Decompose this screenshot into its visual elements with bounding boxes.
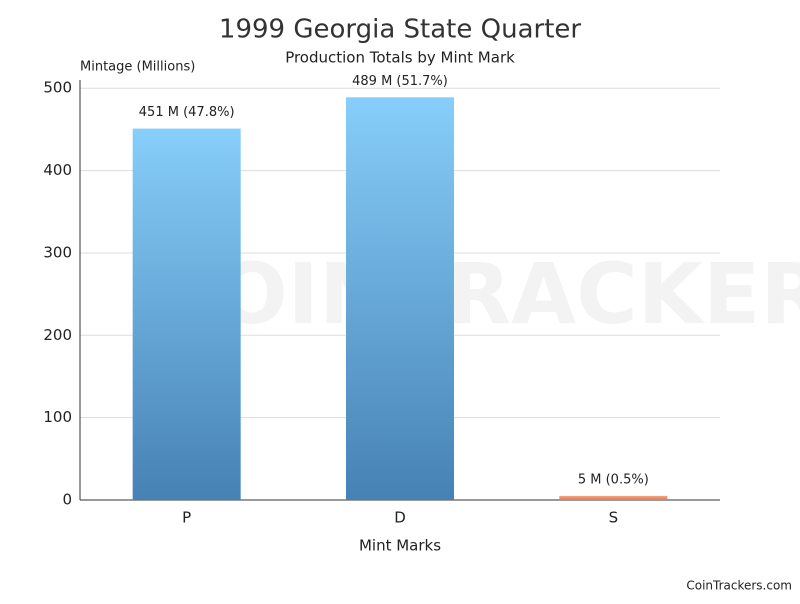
bar	[346, 97, 454, 500]
bar	[559, 496, 667, 500]
y-tick-label: 400	[43, 161, 72, 179]
bar	[133, 129, 241, 500]
x-axis-label: Mint Marks	[359, 537, 441, 555]
value-label: 489 M (51.7%)	[352, 74, 448, 89]
credit: CoinTrackers.com	[686, 579, 792, 593]
x-tick-label: S	[609, 509, 619, 527]
y-tick-label: 200	[43, 326, 72, 344]
y-tick-label: 100	[43, 408, 72, 426]
y-axis-label: Mintage (Millions)	[80, 60, 195, 75]
watermark: COINTRACKERS	[155, 245, 800, 343]
value-label: 451 M (47.8%)	[139, 105, 235, 120]
value-label: 5 M (0.5%)	[578, 472, 649, 487]
x-tick-label: D	[394, 509, 406, 527]
y-tick-label: 500	[43, 79, 72, 97]
y-tick-label: 300	[43, 243, 72, 261]
chart-title: 1999 Georgia State Quarter	[219, 15, 581, 45]
x-tick-label: P	[182, 509, 191, 527]
chart-subtitle: Production Totals by Mint Mark	[285, 49, 515, 67]
y-tick-label: 0	[62, 491, 72, 509]
